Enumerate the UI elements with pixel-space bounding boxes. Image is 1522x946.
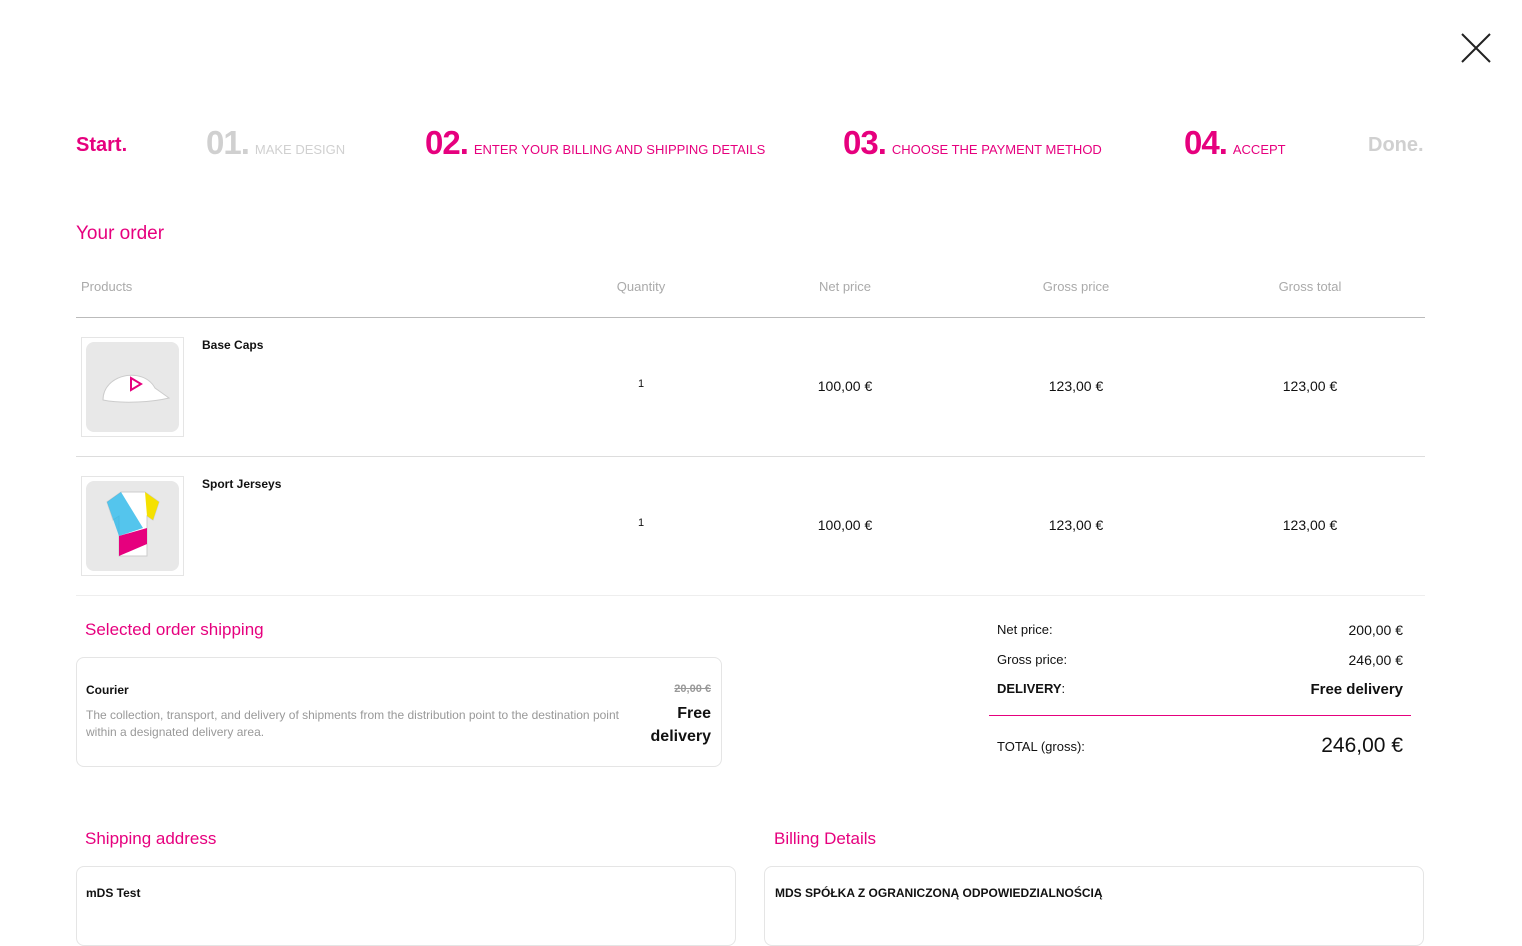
billing-name: MDS SPÓŁKA Z OGRANICZONĄ ODPOWIEDZIALNOŚ… bbox=[775, 886, 1103, 900]
value: 246,00 € bbox=[1348, 652, 1404, 668]
step-label: ENTER YOUR BILLING AND SHIPPING DETAILS bbox=[473, 142, 766, 157]
label: TOTAL (gross): bbox=[997, 738, 1085, 754]
divider bbox=[76, 595, 1425, 596]
step-number: 01. bbox=[206, 124, 250, 161]
step-4: 04. ACCEPT bbox=[1184, 124, 1286, 162]
billing-card: MDS SPÓŁKA Z OGRANICZONĄ ODPOWIEDZIALNOŚ… bbox=[764, 866, 1424, 946]
gross-total: 123,00 € bbox=[1282, 378, 1338, 394]
step-number: 03. bbox=[843, 124, 887, 161]
step-2: 02. ENTER YOUR BILLING AND SHIPPING DETAI… bbox=[425, 124, 765, 162]
label: DELIVERY bbox=[997, 681, 1062, 696]
product-name: Sport Jerseys bbox=[202, 477, 282, 491]
value: 246,00 € bbox=[1321, 734, 1403, 757]
header-products: Products bbox=[81, 279, 133, 294]
step-number: 04. bbox=[1184, 124, 1228, 161]
gross-total: 123,00 € bbox=[1282, 517, 1338, 533]
divider bbox=[76, 317, 1425, 318]
shipping-price: Free delivery bbox=[650, 705, 711, 745]
shipping-address-name: mDS Test bbox=[86, 886, 141, 900]
step-number: 02. bbox=[425, 124, 469, 161]
shipping-description: The collection, transport, and delivery … bbox=[86, 708, 619, 739]
header-quantity: Quantity bbox=[616, 279, 666, 294]
header-gross-total: Gross total bbox=[1278, 279, 1342, 294]
your-order-title: Your order bbox=[76, 223, 165, 244]
step-start: Start. bbox=[76, 134, 128, 156]
summary-total: TOTAL (gross): 246,00 € bbox=[997, 734, 1403, 758]
shipping-old-price: 20,00 € bbox=[674, 683, 711, 695]
label: Gross price: bbox=[997, 652, 1068, 667]
value: Free delivery bbox=[1310, 681, 1403, 698]
quantity: 1 bbox=[637, 517, 645, 529]
net-price: 100,00 € bbox=[817, 378, 873, 394]
product-image-base-caps bbox=[81, 337, 184, 437]
billing-title: Billing Details bbox=[774, 829, 877, 848]
gross-price: 123,00 € bbox=[1048, 378, 1104, 394]
header-net-price: Net price bbox=[818, 279, 872, 294]
shipping-title: Selected order shipping bbox=[85, 620, 264, 639]
summary-gross: Gross price: 246,00 € bbox=[997, 652, 1403, 668]
gross-price: 123,00 € bbox=[1048, 517, 1104, 533]
summary-divider bbox=[989, 715, 1411, 716]
net-price: 100,00 € bbox=[817, 517, 873, 533]
product-name: Base Caps bbox=[202, 338, 264, 352]
colon: : bbox=[1061, 681, 1066, 696]
value: 200,00 € bbox=[1348, 622, 1404, 638]
step-done: Done. bbox=[1368, 134, 1424, 156]
quantity: 1 bbox=[637, 378, 645, 390]
summary-delivery: DELIVERY: Free delivery bbox=[997, 681, 1403, 698]
step-label: ACCEPT bbox=[1232, 142, 1286, 157]
product-image-sport-jerseys bbox=[81, 476, 184, 576]
step-1: 01. MAKE DESIGN bbox=[206, 124, 345, 162]
shipping-address-title: Shipping address bbox=[85, 829, 217, 848]
header-gross-price: Gross price bbox=[1042, 279, 1110, 294]
shipping-method: Courier bbox=[86, 683, 129, 697]
label: Net price: bbox=[997, 622, 1053, 637]
close-icon[interactable] bbox=[1460, 32, 1492, 64]
step-label: CHOOSE THE PAYMENT METHOD bbox=[891, 142, 1102, 157]
shipping-option-card[interactable]: Courier The collection, transport, and d… bbox=[76, 657, 722, 767]
shipping-address-card: mDS Test bbox=[76, 866, 736, 946]
divider bbox=[76, 456, 1425, 457]
summary-net: Net price: 200,00 € bbox=[997, 622, 1403, 638]
step-3: 03. CHOOSE THE PAYMENT METHOD bbox=[843, 124, 1102, 162]
step-label: MAKE DESIGN bbox=[254, 142, 346, 157]
